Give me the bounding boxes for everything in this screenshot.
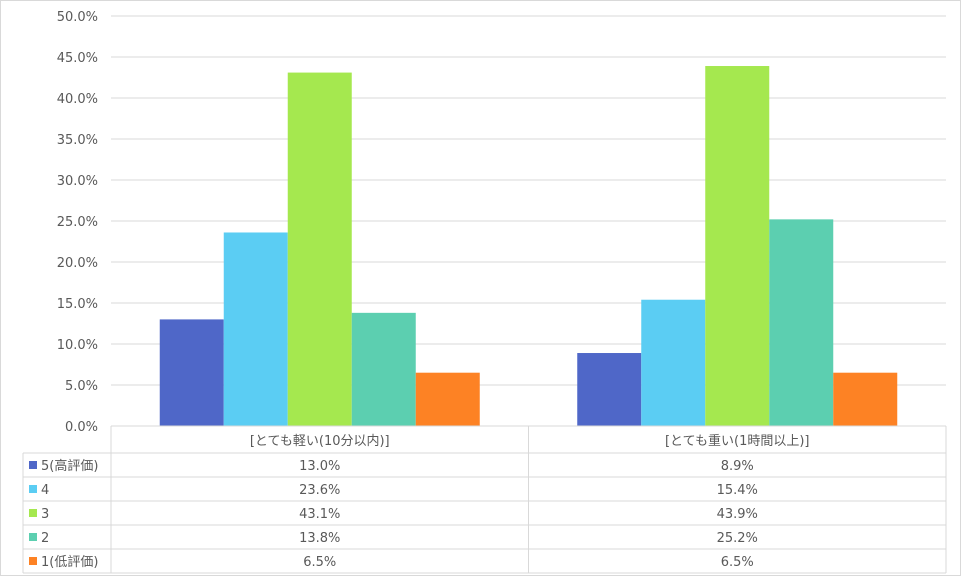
y-tick-label: 45.0% <box>57 51 98 66</box>
bar <box>577 353 642 426</box>
data-label: 23.6% <box>299 483 340 498</box>
y-tick-label: 50.0% <box>57 10 98 25</box>
data-label: 43.9% <box>717 507 758 522</box>
legend-key <box>29 509 37 517</box>
bar <box>415 372 480 426</box>
data-label: 6.5% <box>721 555 754 570</box>
legend-key <box>29 461 37 469</box>
category-label: [とても重い(1時間以上)] <box>665 433 810 449</box>
series-name: 3 <box>41 507 49 522</box>
y-tick-label: 25.0% <box>57 215 98 230</box>
y-tick-label: 10.0% <box>57 338 98 353</box>
series-name: 1(低評価) <box>41 555 98 570</box>
bar <box>159 319 224 426</box>
data-label: 25.2% <box>717 531 758 546</box>
legend-key <box>29 557 37 565</box>
series-name: 4 <box>41 483 49 498</box>
y-tick-label: 30.0% <box>57 174 98 189</box>
bar <box>705 66 770 427</box>
data-label: 43.1% <box>299 507 340 522</box>
bar <box>287 72 352 426</box>
data-label: 6.5% <box>303 555 336 570</box>
bar <box>641 299 706 426</box>
y-tick-label: 15.0% <box>57 297 98 312</box>
category-label: [とても軽い(10分以内)] <box>250 433 390 449</box>
bar <box>223 232 288 426</box>
data-label: 13.8% <box>299 531 340 546</box>
y-tick-label: 35.0% <box>57 133 98 148</box>
bar <box>351 312 416 426</box>
y-tick-label: 20.0% <box>57 256 98 271</box>
y-tick-label: 5.0% <box>65 379 98 394</box>
legend-key <box>29 485 37 493</box>
bar <box>833 372 898 426</box>
series-name: 5(高評価) <box>41 458 98 474</box>
data-label: 8.9% <box>721 459 754 474</box>
y-tick-label: 40.0% <box>57 92 98 107</box>
series-name: 2 <box>41 531 49 546</box>
data-label: 13.0% <box>299 459 340 474</box>
legend-key <box>29 533 37 541</box>
data-label: 15.4% <box>717 483 758 498</box>
y-tick-label: 0.0% <box>65 420 98 435</box>
bar <box>769 219 834 426</box>
